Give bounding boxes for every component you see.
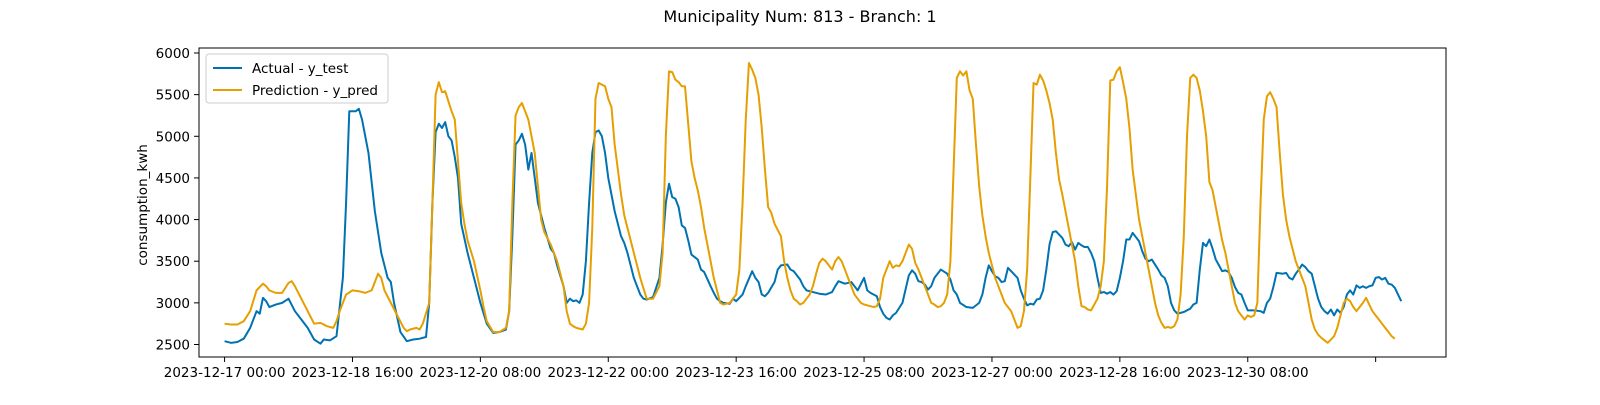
y-tick-label: 4000: [156, 213, 190, 229]
y-tick-label: 2500: [156, 338, 190, 354]
x-tick-label: 2023-12-27 00:00: [931, 365, 1053, 381]
x-axis: 2023-12-17 00:00 2023-12-18 16:00 2023-12-…: [164, 357, 1377, 381]
legend-box: [205, 53, 389, 104]
x-tick-label: 2023-12-20 08:00: [420, 365, 542, 381]
x-tick-label: 2023-12-22 00:00: [547, 365, 669, 381]
x-tick-label: 2023-12-18 16:00: [292, 365, 414, 381]
y-axis: 2500 3000 3500 4000 4500 5000 5500 6000: [156, 46, 199, 354]
legend-label-prediction: Prediction - y_pred: [252, 83, 378, 99]
y-axis-label: consumption_kwh: [135, 144, 151, 266]
legend-label-actual: Actual - y_test: [252, 61, 348, 77]
plot-area: [224, 61, 1403, 345]
x-tick-label: 2023-12-17 00:00: [164, 365, 286, 381]
legend: Actual - y_test Prediction - y_pred: [205, 53, 389, 104]
x-tick-label: 2023-12-28 16:00: [1059, 365, 1181, 381]
chart-title: Municipality Num: 813 - Branch: 1: [663, 7, 936, 26]
y-tick-label: 5000: [156, 129, 190, 145]
y-tick-label: 5500: [156, 88, 190, 104]
y-tick-label: 4500: [156, 171, 190, 187]
series-line-actual: [224, 107, 1403, 345]
x-tick-label: 2023-12-25 08:00: [803, 365, 925, 381]
series-line-prediction: [224, 61, 1396, 344]
x-tick-label: 2023-12-30 08:00: [1187, 365, 1309, 381]
plot-frame: [198, 47, 1447, 358]
x-tick-label: 2023-12-23 16:00: [675, 365, 797, 381]
y-tick-label: 3500: [156, 254, 190, 270]
y-tick-label: 6000: [156, 46, 190, 62]
y-tick-label: 3000: [156, 296, 190, 312]
